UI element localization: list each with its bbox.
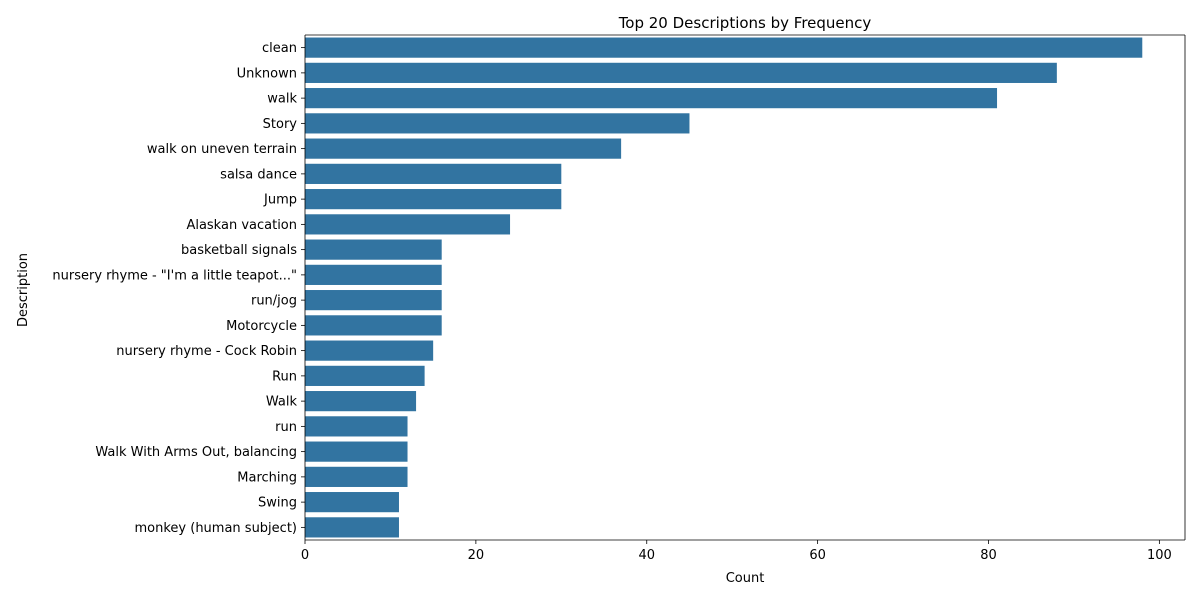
y-tick-label: salsa dance	[220, 167, 297, 182]
y-tick-label: Walk With Arms Out, balancing	[95, 445, 297, 460]
y-tick-label: nursery rhyme - "I'm a little teapot..."	[52, 268, 297, 283]
y-tick-label: nursery rhyme - Cock Robin	[116, 344, 297, 359]
y-tick-label: Walk	[266, 395, 298, 410]
chart-title: Top 20 Descriptions by Frequency	[618, 14, 872, 32]
y-tick-label: walk	[267, 92, 297, 107]
y-tick-label: basketball signals	[181, 243, 297, 258]
x-tick-label: 60	[809, 548, 826, 563]
bar	[305, 37, 1143, 58]
bar	[305, 264, 442, 285]
bar	[305, 365, 425, 386]
y-axis-label: Description	[16, 253, 31, 327]
y-tick-label: monkey (human subject)	[135, 521, 298, 536]
y-tick-label: Story	[263, 117, 298, 132]
bar	[305, 290, 442, 311]
bar	[305, 416, 408, 437]
bar	[305, 214, 511, 235]
x-tick-label: 20	[468, 548, 485, 563]
bar	[305, 189, 562, 210]
y-tick-label: Unknown	[237, 66, 297, 81]
bar	[305, 517, 399, 538]
plot-area: clean Unknown walk Story walk on uneven terr…	[52, 34, 1186, 563]
bar	[305, 62, 1057, 83]
bar	[305, 88, 998, 109]
bar	[305, 163, 562, 184]
bar	[305, 466, 408, 487]
bar	[305, 340, 434, 361]
y-tick-label: Alaskan vacation	[186, 218, 297, 233]
y-tick-label: Swing	[258, 496, 297, 511]
y-tick-label: run/jog	[251, 294, 297, 309]
bar	[305, 113, 690, 134]
bar	[305, 441, 408, 462]
y-tick-label: Marching	[237, 470, 297, 485]
bar	[305, 239, 442, 260]
y-tick-label: clean	[262, 41, 297, 56]
x-tick-label: 40	[638, 548, 655, 563]
bar	[305, 138, 622, 159]
y-tick-label: Run	[272, 369, 297, 384]
x-axis-label: Count	[726, 571, 765, 586]
y-tick-label: Jump	[263, 193, 297, 208]
x-tick-label: 80	[980, 548, 997, 563]
bar	[305, 492, 399, 513]
bar	[305, 391, 417, 412]
y-tick-label: walk on uneven terrain	[147, 142, 297, 157]
y-tick-label: Motorcycle	[226, 319, 297, 334]
x-tick-label: 0	[301, 548, 309, 563]
y-tick-label: run	[275, 420, 297, 435]
x-tick-label: 100	[1147, 548, 1172, 563]
bar	[305, 315, 442, 336]
